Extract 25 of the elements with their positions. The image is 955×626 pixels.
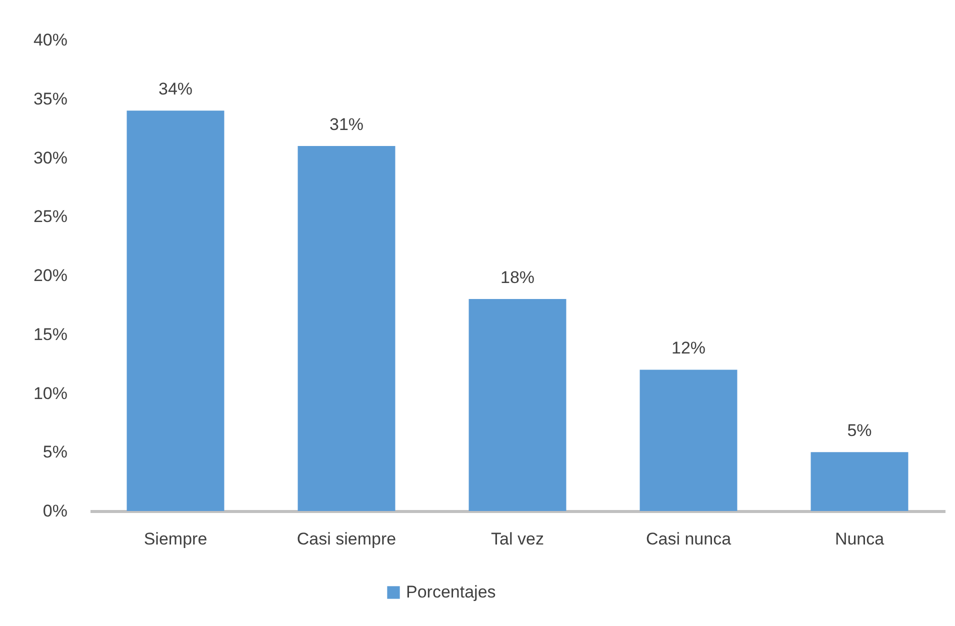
- data-label: 18%: [500, 268, 535, 288]
- bar: [640, 370, 738, 511]
- x-tick-label: Nunca: [834, 530, 885, 548]
- bar: [468, 299, 566, 511]
- y-tick-label: 40%: [33, 30, 68, 50]
- y-tick-label: 20%: [33, 266, 68, 285]
- y-tick-label: 30%: [33, 148, 68, 168]
- data-label: 31%: [329, 114, 364, 134]
- bar: [298, 146, 396, 511]
- y-tick-label: 0%: [42, 502, 68, 520]
- y-tick-label: 25%: [33, 207, 68, 226]
- y-tick-label: 15%: [33, 324, 68, 344]
- x-tick-label: Casi nunca: [646, 530, 732, 548]
- x-tick-label: Tal vez: [491, 530, 544, 548]
- y-tick-label: 10%: [33, 384, 68, 403]
- y-tick-label: 35%: [33, 89, 68, 108]
- y-tick-label: 5%: [42, 442, 68, 462]
- bar: [126, 110, 224, 511]
- bar: [810, 452, 908, 511]
- legend-label: Porcentajes: [406, 582, 496, 602]
- data-label: 34%: [158, 80, 193, 99]
- x-tick-label: Siempre: [144, 530, 208, 548]
- data-label: 5%: [847, 421, 872, 440]
- data-label: 12%: [671, 338, 706, 358]
- x-tick-label: Casi siempre: [296, 530, 396, 548]
